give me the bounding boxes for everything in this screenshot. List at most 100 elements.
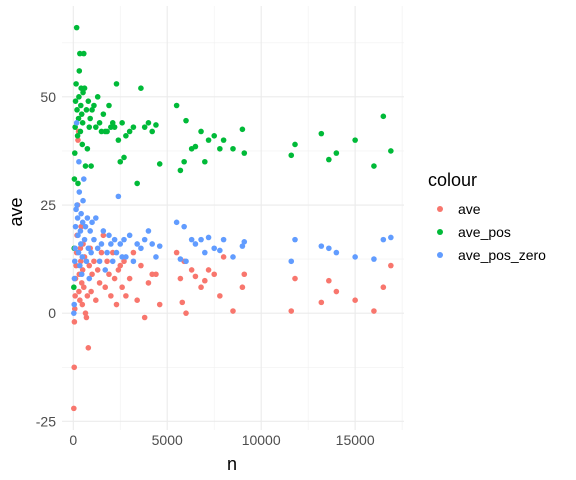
- legend-label: ave: [458, 201, 481, 217]
- data-point: [230, 308, 236, 314]
- data-point: [74, 215, 81, 221]
- data-point: [141, 314, 148, 321]
- data-point: [74, 132, 81, 139]
- data-point: [87, 115, 93, 122]
- data-point: [104, 128, 110, 135]
- data-point: [333, 288, 340, 295]
- data-point: [78, 210, 84, 217]
- data-point: [198, 128, 204, 135]
- data-point: [134, 297, 140, 304]
- data-point: [318, 130, 325, 137]
- data-point: [179, 299, 186, 306]
- data-point: [76, 158, 82, 165]
- data-point: [111, 275, 118, 282]
- data-point: [89, 219, 95, 226]
- x-tick-label: 10000: [242, 432, 281, 448]
- data-point: [73, 81, 79, 87]
- data-point: [81, 85, 88, 92]
- data-point: [141, 236, 148, 243]
- data-point: [85, 98, 92, 104]
- data-point: [78, 271, 85, 278]
- data-point: [121, 236, 127, 243]
- data-point: [86, 262, 93, 269]
- data-point: [77, 228, 84, 234]
- x-axis-title: n: [227, 454, 237, 474]
- data-point: [145, 120, 152, 126]
- data-point: [117, 241, 124, 247]
- data-point: [326, 156, 332, 163]
- data-point: [82, 223, 89, 230]
- y-axis-title: ave: [6, 197, 26, 226]
- data-point: [138, 245, 144, 252]
- data-point: [153, 254, 159, 260]
- data-point: [79, 267, 86, 273]
- data-point: [183, 310, 189, 316]
- data-point: [333, 150, 340, 156]
- data-point: [74, 107, 80, 113]
- legend-key-ave-pos-zero: [437, 252, 443, 258]
- data-point: [220, 137, 227, 143]
- data-point: [71, 150, 78, 156]
- data-point: [211, 132, 218, 139]
- data-point: [77, 245, 84, 252]
- data-point: [183, 117, 189, 124]
- data-point: [121, 258, 127, 265]
- data-point: [380, 113, 387, 120]
- data-point: [113, 81, 120, 87]
- data-point: [104, 258, 110, 265]
- data-point: [153, 271, 159, 278]
- data-point: [72, 124, 78, 130]
- data-point: [88, 249, 94, 256]
- data-point: [75, 115, 82, 122]
- data-point: [93, 124, 99, 130]
- data-point: [82, 310, 89, 316]
- legend-label: ave_pos_zero: [458, 247, 546, 263]
- data-point: [119, 284, 125, 291]
- data-point: [106, 102, 112, 109]
- data-point: [230, 145, 236, 152]
- data-point: [71, 364, 78, 371]
- data-point: [71, 405, 77, 412]
- data-point: [84, 293, 91, 299]
- data-point: [89, 271, 95, 278]
- data-point: [192, 273, 199, 280]
- legend-title: colour: [428, 170, 477, 190]
- data-point: [76, 68, 83, 74]
- data-point: [156, 161, 163, 167]
- data-point: [78, 111, 85, 117]
- data-point: [241, 271, 248, 278]
- data-point: [86, 124, 93, 130]
- data-point: [318, 299, 325, 306]
- data-point: [217, 293, 223, 299]
- data-point: [85, 245, 92, 252]
- series-ave-pos: [71, 24, 394, 291]
- data-point: [106, 271, 112, 278]
- data-point: [73, 206, 79, 213]
- data-point: [77, 262, 83, 269]
- data-point: [100, 228, 107, 234]
- data-point: [388, 262, 394, 269]
- data-point: [109, 258, 116, 265]
- data-point: [77, 258, 84, 265]
- data-point: [78, 280, 85, 286]
- data-point: [239, 243, 246, 249]
- data-point: [89, 107, 95, 113]
- axis-tick-labels: 0 5000 10000 15000 -25 0 25 50: [36, 89, 375, 448]
- data-point: [72, 245, 78, 252]
- data-point: [102, 267, 109, 273]
- data-point: [217, 145, 223, 152]
- data-point: [86, 275, 93, 282]
- legend-key-ave: [437, 206, 443, 212]
- data-point: [91, 102, 97, 109]
- data-point: [71, 258, 78, 265]
- data-point: [217, 247, 223, 254]
- data-point: [76, 288, 82, 295]
- data-point: [130, 124, 137, 130]
- data-point: [102, 284, 109, 291]
- data-point: [75, 180, 81, 187]
- data-point: [326, 277, 332, 284]
- data-point: [149, 128, 155, 135]
- data-point: [326, 245, 332, 252]
- legend-label: ave_pos: [458, 224, 511, 240]
- data-point: [77, 241, 84, 247]
